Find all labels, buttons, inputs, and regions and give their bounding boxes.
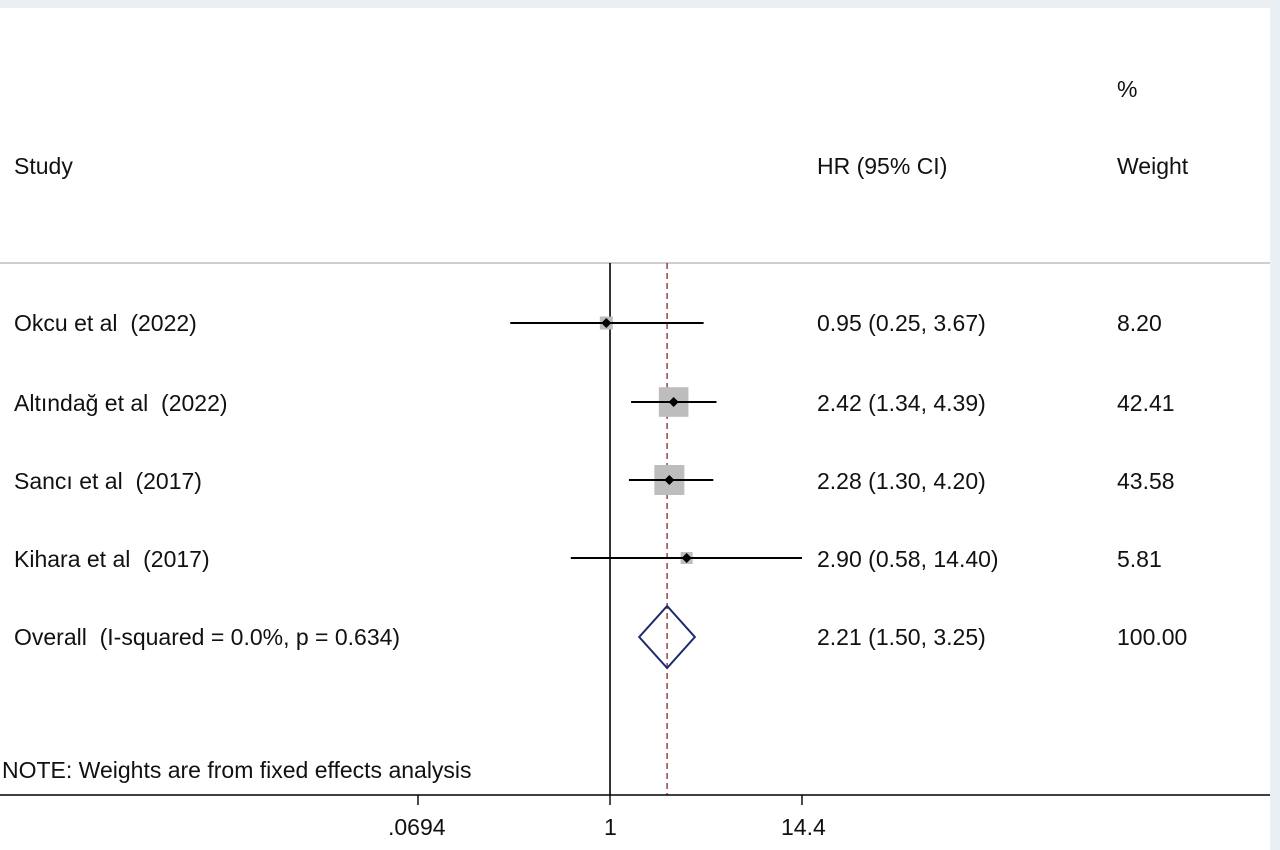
overall-weight: 100.00 [1117, 624, 1188, 650]
overall-diamond [637, 604, 697, 670]
study-weight: 5.81 [1117, 546, 1162, 572]
study-weight: 8.20 [1117, 310, 1162, 336]
study-weight: 43.58 [1117, 468, 1175, 494]
study-ci-text: 2.42 (1.34, 4.39) [817, 390, 986, 416]
study-label: Kihara et al (2017) [14, 546, 210, 572]
x-tick-label: 1 [604, 814, 617, 840]
study-label: Sancı et al (2017) [14, 468, 202, 494]
plot-region [0, 8, 1270, 850]
header-effect: HR (95% CI) [817, 153, 948, 179]
study-ci-text: 0.95 (0.25, 3.67) [817, 310, 986, 336]
overall-ci-text: 2.21 (1.50, 3.25) [817, 624, 986, 650]
header-weight-percent: % [1117, 76, 1138, 102]
study-weight: 42.41 [1117, 390, 1175, 416]
header-weight: Weight [1117, 153, 1189, 179]
point-estimate-marker [601, 318, 612, 328]
study-label: Altındağ et al (2022) [14, 390, 228, 416]
study-ci-text: 2.90 (0.58, 14.40) [817, 546, 999, 572]
point-estimate-marker [668, 397, 679, 407]
point-estimate-marker [681, 553, 692, 563]
note-text: NOTE: Weights are from fixed effects ana… [2, 757, 472, 783]
study-ci-text: 2.28 (1.30, 4.20) [817, 468, 986, 494]
overall-label: Overall (I-squared = 0.0%, p = 0.634) [14, 624, 401, 650]
x-tick-label: 14.4 [781, 814, 826, 840]
study-label: Okcu et al (2022) [14, 310, 197, 336]
header-study: Study [14, 153, 73, 179]
x-tick-label: .0694 [388, 814, 446, 840]
point-estimate-marker [664, 475, 675, 485]
